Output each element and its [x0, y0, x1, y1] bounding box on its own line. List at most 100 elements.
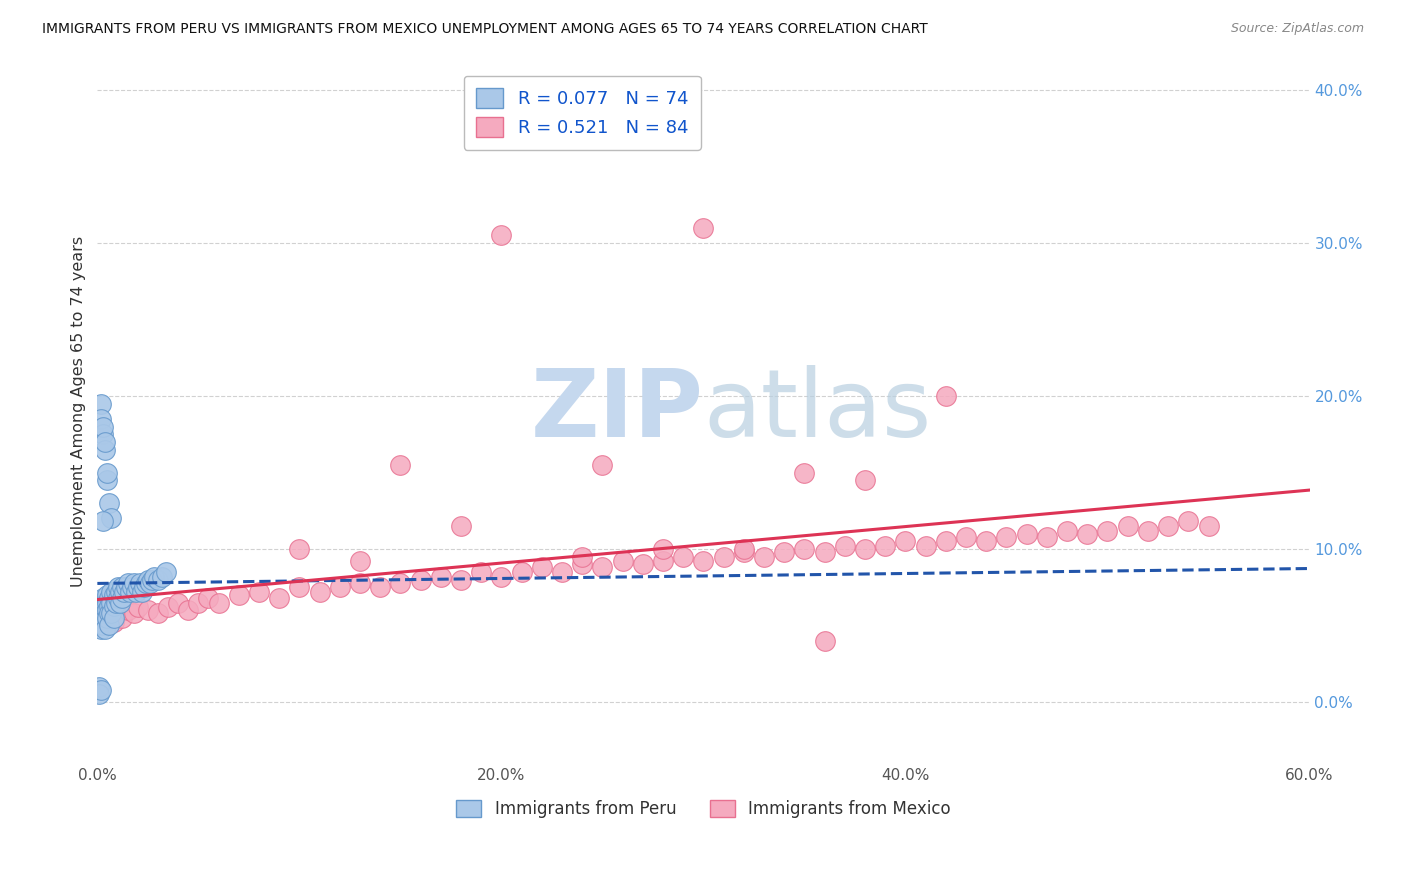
- Point: [98, 611, 121, 625]
- Text: ZIP: ZIP: [530, 366, 703, 458]
- Point: [288, 541, 311, 556]
- Point: [1198, 519, 1220, 533]
- Point: [470, 565, 492, 579]
- Point: [228, 588, 250, 602]
- Point: [491, 569, 513, 583]
- Point: [349, 554, 371, 568]
- Point: [834, 539, 856, 553]
- Point: [139, 575, 162, 590]
- Point: [96, 611, 118, 625]
- Point: [167, 595, 190, 609]
- Point: [247, 584, 270, 599]
- Point: [652, 541, 675, 556]
- Point: [94, 600, 117, 615]
- Point: [107, 603, 129, 617]
- Point: [122, 575, 145, 590]
- Point: [551, 565, 574, 579]
- Point: [177, 603, 200, 617]
- Point: [207, 595, 229, 609]
- Point: [672, 549, 695, 564]
- Point: [110, 611, 132, 625]
- Point: [150, 569, 173, 583]
- Point: [1056, 524, 1078, 538]
- Point: [96, 588, 118, 602]
- Point: [974, 534, 997, 549]
- Point: [1116, 519, 1139, 533]
- Point: [96, 595, 118, 609]
- Point: [107, 580, 129, 594]
- Point: [591, 560, 613, 574]
- Point: [118, 584, 141, 599]
- Point: [90, 606, 112, 620]
- Point: [733, 545, 755, 559]
- Point: [713, 549, 735, 564]
- Point: [108, 584, 131, 599]
- Point: [100, 606, 122, 620]
- Point: [98, 606, 121, 620]
- Point: [93, 606, 115, 620]
- Point: [793, 541, 815, 556]
- Point: [1036, 530, 1059, 544]
- Point: [692, 554, 714, 568]
- Point: [89, 603, 111, 617]
- Point: [571, 549, 593, 564]
- Point: [349, 575, 371, 590]
- Point: [90, 682, 112, 697]
- Point: [288, 580, 311, 594]
- Point: [117, 603, 139, 617]
- Point: [450, 519, 472, 533]
- Point: [430, 569, 453, 583]
- Point: [773, 545, 796, 559]
- Point: [146, 573, 169, 587]
- Point: [142, 569, 165, 583]
- Point: [121, 580, 143, 594]
- Point: [631, 558, 654, 572]
- Point: [591, 458, 613, 472]
- Point: [491, 228, 513, 243]
- Point: [450, 573, 472, 587]
- Point: [93, 606, 115, 620]
- Point: [814, 545, 837, 559]
- Point: [98, 591, 121, 605]
- Point: [853, 541, 876, 556]
- Y-axis label: Unemployment Among Ages 65 to 74 years: Unemployment Among Ages 65 to 74 years: [72, 235, 86, 587]
- Point: [103, 588, 125, 602]
- Point: [98, 599, 121, 613]
- Point: [141, 573, 163, 587]
- Point: [409, 573, 432, 587]
- Point: [733, 541, 755, 556]
- Point: [875, 539, 897, 553]
- Point: [89, 603, 111, 617]
- Point: [1097, 524, 1119, 538]
- Point: [98, 496, 121, 510]
- Point: [90, 412, 112, 426]
- Point: [814, 633, 837, 648]
- Point: [89, 687, 111, 701]
- Point: [90, 622, 112, 636]
- Point: [108, 595, 131, 609]
- Point: [89, 618, 111, 632]
- Point: [94, 606, 117, 620]
- Point: [90, 595, 112, 609]
- Point: [571, 558, 593, 572]
- Point: [93, 611, 115, 625]
- Point: [995, 530, 1018, 544]
- Point: [914, 539, 936, 553]
- Point: [103, 599, 125, 613]
- Point: [131, 584, 153, 599]
- Point: [107, 591, 129, 605]
- Point: [117, 575, 139, 590]
- Point: [955, 530, 977, 544]
- Point: [935, 389, 957, 403]
- Point: [96, 603, 118, 617]
- Point: [100, 595, 122, 609]
- Point: [100, 606, 122, 620]
- Point: [197, 591, 219, 605]
- Point: [1136, 524, 1159, 538]
- Point: [96, 603, 118, 617]
- Point: [94, 612, 117, 626]
- Point: [94, 434, 117, 449]
- Point: [128, 575, 150, 590]
- Point: [110, 580, 132, 594]
- Point: [89, 680, 111, 694]
